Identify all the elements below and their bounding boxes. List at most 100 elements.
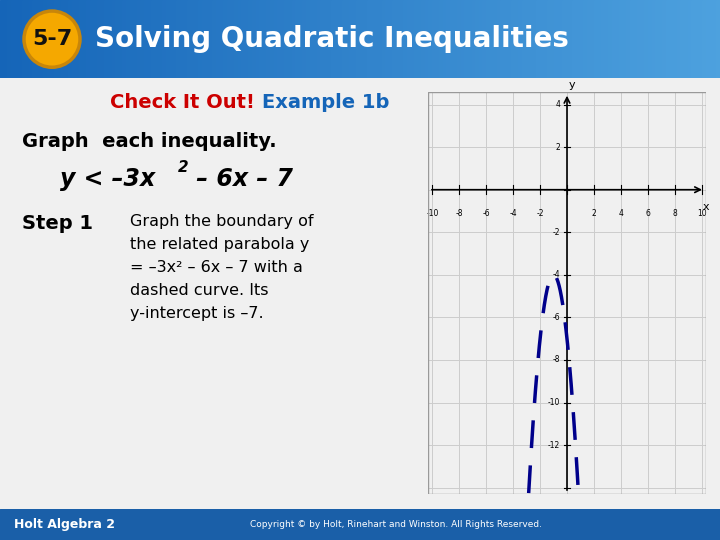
Bar: [518, 0, 523, 78]
Bar: [367, 0, 372, 78]
Bar: [234, 0, 238, 78]
Bar: [36, 0, 40, 78]
Bar: [565, 0, 570, 78]
Bar: [40, 0, 44, 78]
Bar: [29, 0, 33, 78]
Bar: [691, 0, 696, 78]
Bar: [385, 0, 390, 78]
Bar: [162, 0, 166, 78]
Bar: [706, 0, 710, 78]
Bar: [187, 0, 192, 78]
Text: -12: -12: [548, 441, 560, 450]
Bar: [680, 0, 685, 78]
Bar: [277, 0, 282, 78]
Bar: [176, 0, 181, 78]
Bar: [655, 0, 660, 78]
Bar: [504, 0, 508, 78]
Bar: [14, 0, 19, 78]
Bar: [641, 0, 645, 78]
Bar: [310, 0, 314, 78]
Bar: [266, 0, 271, 78]
Bar: [18, 0, 22, 78]
Bar: [72, 0, 76, 78]
Bar: [205, 0, 210, 78]
Bar: [425, 0, 429, 78]
Bar: [320, 0, 325, 78]
Bar: [97, 0, 102, 78]
Text: -10: -10: [548, 398, 560, 407]
Bar: [666, 0, 670, 78]
Bar: [202, 0, 206, 78]
Bar: [562, 0, 566, 78]
Bar: [47, 0, 51, 78]
Bar: [634, 0, 638, 78]
Bar: [421, 0, 426, 78]
Bar: [335, 0, 339, 78]
Text: 4: 4: [555, 100, 560, 109]
Bar: [382, 0, 386, 78]
Bar: [587, 0, 591, 78]
Bar: [616, 0, 620, 78]
Text: 10: 10: [697, 209, 706, 218]
Text: 2: 2: [592, 209, 596, 218]
Text: 5-7: 5-7: [32, 29, 72, 49]
Text: Step 1: Step 1: [22, 214, 93, 233]
Bar: [166, 0, 170, 78]
Bar: [374, 0, 379, 78]
Text: – 6x – 7: – 6x – 7: [188, 167, 293, 191]
Bar: [443, 0, 447, 78]
Bar: [317, 0, 321, 78]
Text: -8: -8: [456, 209, 463, 218]
Bar: [76, 0, 80, 78]
Bar: [432, 0, 436, 78]
Bar: [328, 0, 332, 78]
Text: -6: -6: [553, 313, 560, 322]
Text: the related parabola y: the related parabola y: [130, 237, 310, 252]
Bar: [360, 0, 364, 78]
Text: Graph  each inequality.: Graph each inequality.: [22, 132, 276, 151]
Bar: [670, 0, 674, 78]
Bar: [4, 0, 8, 78]
Bar: [698, 0, 703, 78]
Bar: [400, 0, 404, 78]
Bar: [677, 0, 681, 78]
Bar: [292, 0, 296, 78]
Bar: [608, 0, 613, 78]
Bar: [515, 0, 519, 78]
Bar: [50, 0, 55, 78]
Bar: [241, 0, 246, 78]
Bar: [652, 0, 656, 78]
Bar: [151, 0, 156, 78]
Text: -2: -2: [536, 209, 544, 218]
Bar: [428, 0, 433, 78]
Bar: [590, 0, 595, 78]
Bar: [288, 0, 292, 78]
Bar: [299, 0, 303, 78]
Bar: [551, 0, 555, 78]
Text: -10: -10: [426, 209, 438, 218]
Bar: [223, 0, 228, 78]
Text: dashed curve. Its: dashed curve. Its: [130, 284, 269, 298]
Bar: [583, 0, 588, 78]
Bar: [191, 0, 195, 78]
Bar: [695, 0, 699, 78]
Text: y: y: [568, 80, 575, 90]
Bar: [184, 0, 188, 78]
Bar: [270, 0, 274, 78]
Text: x: x: [703, 202, 710, 212]
Bar: [486, 0, 490, 78]
Bar: [256, 0, 260, 78]
Bar: [644, 0, 649, 78]
Text: = –3x² – 6x – 7 with a: = –3x² – 6x – 7 with a: [130, 260, 303, 275]
Bar: [598, 0, 602, 78]
Bar: [331, 0, 336, 78]
Bar: [338, 0, 343, 78]
Bar: [130, 0, 134, 78]
Bar: [144, 0, 148, 78]
Bar: [295, 0, 300, 78]
Text: 6: 6: [645, 209, 650, 218]
Bar: [133, 0, 138, 78]
Bar: [252, 0, 256, 78]
Bar: [108, 0, 112, 78]
Bar: [709, 0, 714, 78]
